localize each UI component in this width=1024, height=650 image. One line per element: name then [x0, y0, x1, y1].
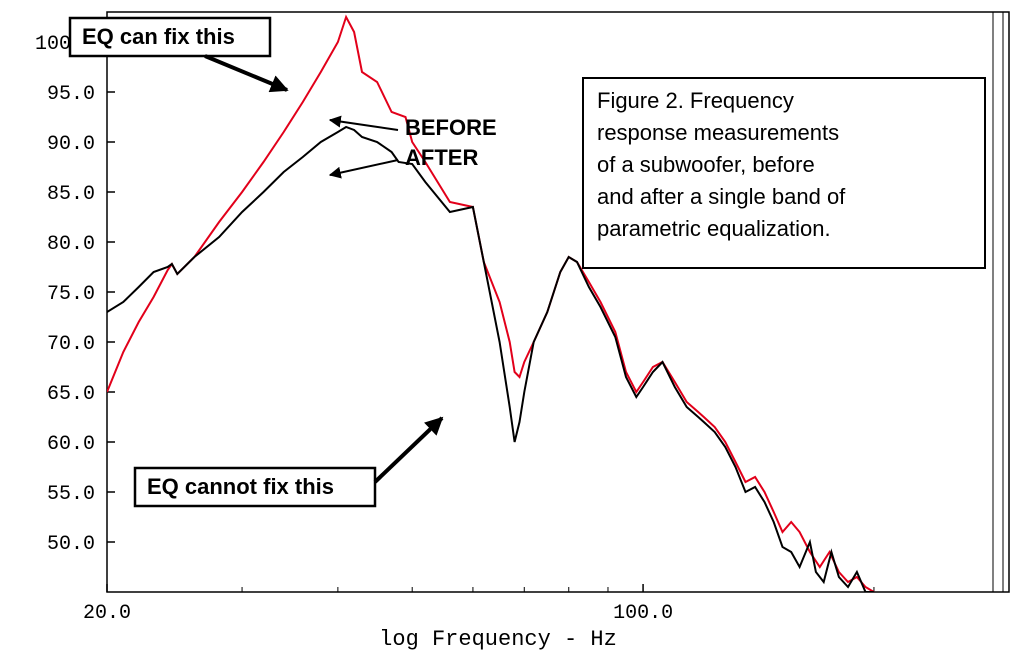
- y-tick-label: 60.0: [47, 433, 95, 456]
- y-tick-label: 85.0: [47, 183, 95, 206]
- chart-svg: 50.0 55.0 60.0 65.0 70.0 75.0 80.0 85.0 90.0 95.0…: [0, 0, 1024, 650]
- y-tick-label: 75.0: [47, 283, 95, 306]
- before-label: BEFORE: [405, 115, 497, 140]
- x-tick-label: 20.0: [83, 602, 131, 625]
- y-tick-label: 90.0: [47, 133, 95, 156]
- y-tick-label: 55.0: [47, 483, 95, 506]
- after-label: AFTER: [405, 145, 478, 170]
- x-axis-title: log Frequency - Hz: [379, 627, 617, 650]
- y-tick-label: 80.0: [47, 233, 95, 256]
- y-tick-label: 70.0: [47, 333, 95, 356]
- callout-cannot-fix-text: EQ cannot fix this: [147, 474, 334, 499]
- callout-can-fix-text: EQ can fix this: [82, 24, 235, 49]
- chart-container: 50.0 55.0 60.0 65.0 70.0 75.0 80.0 85.0 90.0 95.0…: [0, 0, 1024, 650]
- y-tick-label: 95.0: [47, 83, 95, 106]
- y-tick-label: 50.0: [47, 533, 95, 556]
- y-tick-label: 65.0: [47, 383, 95, 406]
- x-tick-label: 100.0: [613, 602, 673, 625]
